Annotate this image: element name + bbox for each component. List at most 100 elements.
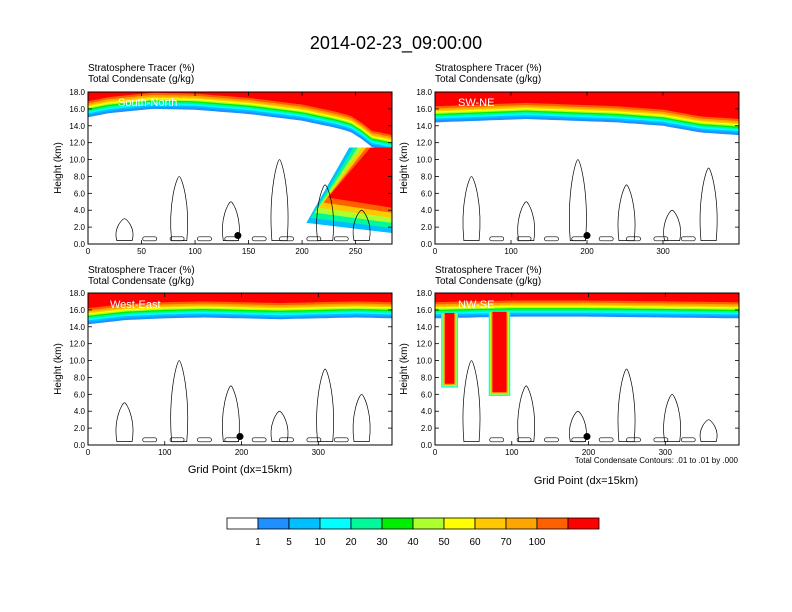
cloud-contour [169, 236, 185, 242]
cloud-contour [222, 201, 240, 241]
y-tick-label: 0.0 [74, 240, 86, 249]
x-tick-label: 300 [656, 247, 670, 256]
y-tick-label: 6.0 [74, 189, 86, 198]
panel-title-line-1: Stratosphere Tracer (%) [435, 265, 542, 276]
panel-west-east: Stratosphere Tracer (%) Total Condensate… [53, 265, 393, 476]
x-tick-label: 100 [158, 448, 172, 457]
colorbar: 1 5 10 20 30 40 50 60 70 100 [226, 517, 600, 548]
plot-frame [87, 292, 393, 446]
intrusion-layer [327, 147, 392, 208]
y-tick-label: 8.0 [74, 172, 86, 181]
x-tick-label: 200 [582, 448, 596, 457]
x-tick-label: 100 [505, 448, 519, 457]
y-tick-label: 14.0 [69, 122, 85, 131]
cloud-contour [270, 159, 289, 241]
y-tick-label: 12.0 [69, 139, 85, 148]
cloud-contour [626, 437, 641, 443]
colorbar-label: 50 [438, 537, 450, 548]
panel-title-line-2: Total Condensate (g/kg) [435, 74, 541, 85]
panel-title-line-1: Stratosphere Tracer (%) [88, 63, 195, 74]
cloud-contour [333, 437, 349, 443]
cloud-contour [569, 410, 587, 442]
panel-title-line-2: Total Condensate (g/kg) [88, 74, 194, 85]
y-tick-label: 4.0 [74, 206, 86, 215]
colorbar-label: 40 [407, 537, 419, 548]
y-tick-label: 0.0 [421, 240, 433, 249]
y-tick-label: 16.0 [69, 306, 85, 315]
condensate-contours [462, 159, 718, 242]
cloud-contour [516, 236, 532, 242]
cloud-contour [251, 437, 267, 443]
colorbar-label: 1 [255, 537, 261, 548]
cloud-contour [569, 159, 587, 241]
condensate-contours [115, 360, 371, 443]
x-axis-label: Grid Point (dx=15km) [534, 475, 638, 487]
y-tick-label: 16.0 [416, 105, 432, 114]
colorbar-swatch [381, 517, 414, 530]
cloud-contour [626, 236, 641, 242]
y-tick-label: 10.0 [69, 156, 85, 165]
x-tick-label: 0 [86, 247, 91, 256]
colorbar-label: 60 [469, 537, 481, 548]
plot-frame [87, 91, 393, 245]
y-axis-label: Height (km) [53, 142, 64, 194]
colorbar-label: 30 [376, 537, 388, 548]
tracer-band-11 [88, 92, 392, 135]
cloud-contour [306, 437, 322, 443]
region-label: SW-NE [458, 97, 494, 109]
cloud-contour [115, 218, 134, 241]
cloud-contour [270, 410, 289, 442]
cloud-contour [489, 437, 505, 443]
panel-title-line-1: Stratosphere Tracer (%) [88, 265, 195, 276]
cloud-contour [352, 209, 371, 241]
cloud-contour [617, 368, 636, 442]
cloud-contour [222, 385, 240, 442]
x-tick-label: 100 [504, 247, 518, 256]
y-tick-label: 14.0 [416, 122, 432, 131]
plot-area: 0.0 2.0 4.0 6.0 8.0 10.0 12.0 14.0 16.0 18.0 0 100 2… [69, 289, 393, 457]
y-tick-label: 8.0 [421, 172, 433, 181]
y-tick-label: 16.0 [69, 105, 85, 114]
region-label: NW-SE [458, 299, 494, 311]
colorbar-label: 70 [500, 537, 512, 548]
colorbar-swatch [257, 517, 290, 530]
cloud-contour [699, 167, 718, 241]
x-tick-label: 250 [349, 247, 363, 256]
tracer-band-11 [435, 92, 739, 119]
cloud-contour [142, 437, 158, 443]
colorbar-swatch [505, 517, 538, 530]
cloud-contour [333, 236, 349, 242]
plot-area: 0.0 2.0 4.0 6.0 8.0 10.0 12.0 14.0 16.0 18.0 0 50 10… [69, 88, 393, 256]
y-tick-label: 6.0 [74, 390, 86, 399]
colorbar-swatch [567, 517, 600, 530]
panel-title-line-2: Total Condensate (g/kg) [88, 276, 194, 287]
x-tick-label: 200 [295, 247, 309, 256]
y-tick-label: 4.0 [421, 407, 433, 416]
panel-south-north: Stratosphere Tracer (%) Total Condensate… [53, 63, 393, 256]
x-tick-label: 200 [580, 247, 594, 256]
y-tick-label: 10.0 [69, 357, 85, 366]
panel-sw-ne: Stratosphere Tracer (%) Total Condensate… [399, 63, 740, 256]
panel-title-line-1: Stratosphere Tracer (%) [435, 63, 542, 74]
cloud-contour [169, 437, 185, 443]
cloud-contour [142, 236, 158, 242]
y-tick-label: 4.0 [421, 206, 433, 215]
contour-note: Total Condensate Contours: .01 to .01 by… [575, 456, 739, 465]
cloud-contour [316, 184, 334, 241]
cloud-contour [197, 236, 212, 242]
figure-title: 2014-02-23_09:00:00 [310, 33, 482, 54]
colorbar-swatch [443, 517, 476, 530]
colorbar-swatch [474, 517, 507, 530]
y-tick-label: 2.0 [74, 223, 86, 232]
y-axis-label: Height (km) [53, 343, 64, 395]
y-tick-label: 6.0 [421, 189, 433, 198]
x-tick-label: 100 [188, 247, 202, 256]
cloud-contour [617, 184, 636, 241]
tracer-band-11 [435, 293, 739, 303]
y-tick-label: 2.0 [74, 424, 86, 433]
region-label: South-North [118, 97, 177, 109]
colorbar-swatch [350, 517, 383, 530]
cloud-contour [115, 402, 134, 442]
condensate-contours [462, 360, 718, 443]
y-tick-label: 0.0 [421, 441, 433, 450]
